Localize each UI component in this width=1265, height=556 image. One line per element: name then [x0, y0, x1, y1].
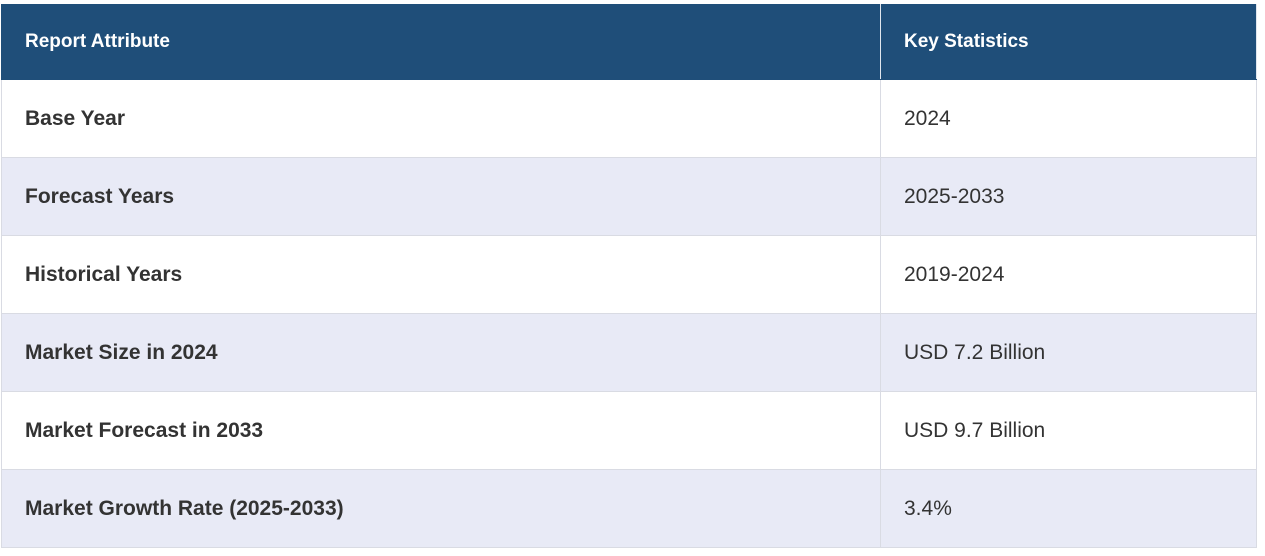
attribute-cell: Market Size in 2024 — [1, 313, 881, 392]
value-cell: 3.4% — [880, 469, 1257, 548]
attribute-cell: Historical Years — [1, 235, 881, 314]
table-row: Market Size in 2024 USD 7.2 Billion — [1, 313, 1257, 392]
table-body: Base Year 2024 Forecast Years 2025-2033 Hist… — [1, 79, 1257, 548]
attribute-cell: Market Growth Rate (2025-2033) — [1, 469, 881, 548]
attribute-cell: Base Year — [1, 79, 881, 158]
value-cell: 2024 — [880, 79, 1257, 158]
header-row: Report Attribute Key Statistics — [1, 4, 1257, 80]
value-cell: USD 7.2 Billion — [880, 313, 1257, 392]
value-cell: 2019-2024 — [880, 235, 1257, 314]
header-cell: Key Statistics — [880, 4, 1257, 80]
value-cell: 2025-2033 — [880, 157, 1257, 236]
stats-table: Report Attribute Key Statistics Base Year… — [1, 4, 1257, 548]
attribute-cell: Forecast Years — [1, 157, 881, 236]
table-row: Historical Years 2019-2024 — [1, 235, 1257, 314]
attribute-cell: Market Forecast in 2033 — [1, 391, 881, 470]
table-row: Market Forecast in 2033 USD 9.7 Billion — [1, 391, 1257, 470]
table-row: Forecast Years 2025-2033 — [1, 157, 1257, 236]
table-row: Market Growth Rate (2025-2033) 3.4% — [1, 469, 1257, 548]
table-row: Base Year 2024 — [1, 79, 1257, 158]
header-cell: Report Attribute — [1, 4, 881, 80]
value-cell: USD 9.7 Billion — [880, 391, 1257, 470]
